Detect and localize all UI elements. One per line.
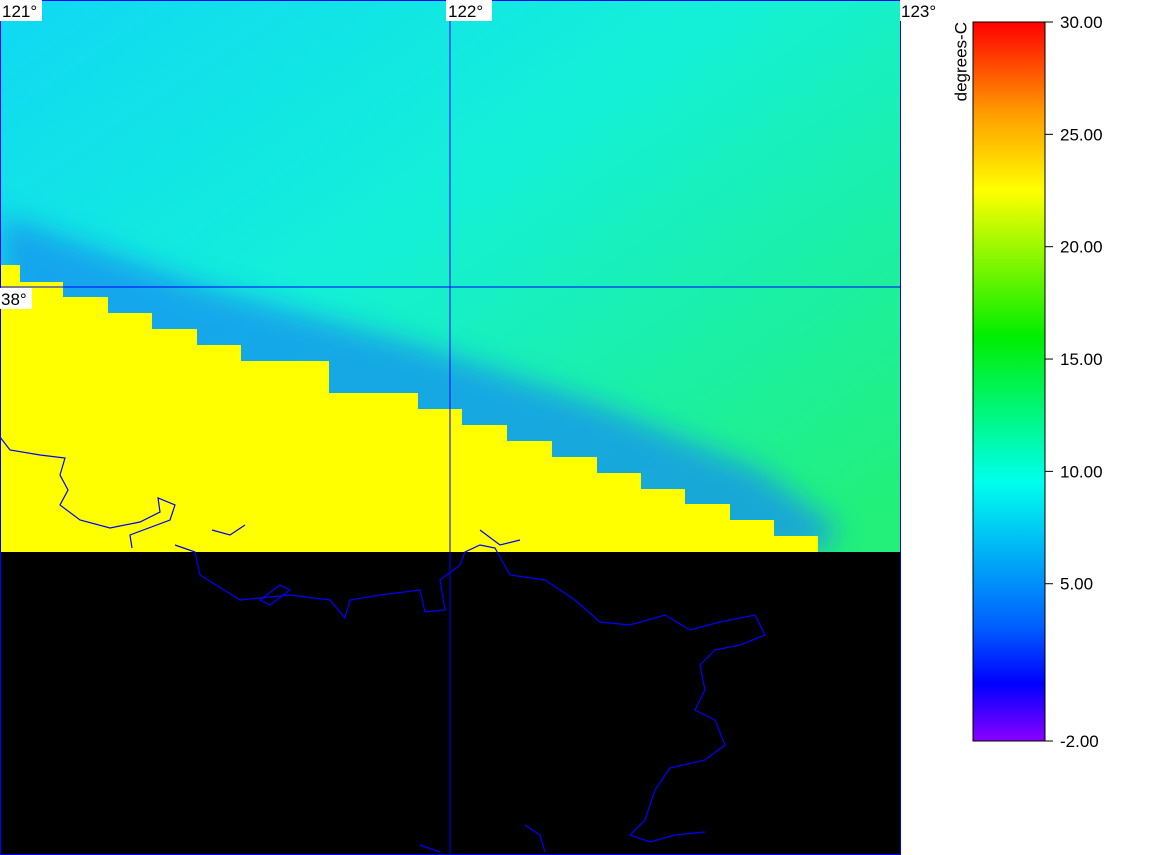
colorbar-label: degrees-C (951, 22, 970, 101)
colorbar-tick-label: 20.00 (1060, 238, 1103, 257)
colorbar-scale (972, 21, 1046, 742)
colorbar-tick-label: 5.00 (1060, 575, 1093, 594)
lon-label: 121° (2, 2, 37, 21)
colorbar-tick-label: 25.00 (1060, 125, 1103, 144)
colorbar-tick-label: -2.00 (1060, 732, 1099, 751)
graticule-labels: 121° 122° 123° 38° (0, 0, 944, 309)
land-mask (0, 265, 818, 552)
lat-label: 38° (1, 290, 27, 309)
colorbar-tick-label: 15.00 (1060, 350, 1103, 369)
colorbar-tick-label: 10.00 (1060, 462, 1103, 481)
colorbar: degrees-C 30.00 25.00 20.00 15.00 10.00 5.00 -… (951, 13, 1102, 751)
colorbar-tick-label: 30.00 (1060, 13, 1103, 32)
coastline (0, 436, 766, 853)
lon-label: 123° (901, 2, 936, 21)
lon-label: 122° (448, 2, 483, 21)
